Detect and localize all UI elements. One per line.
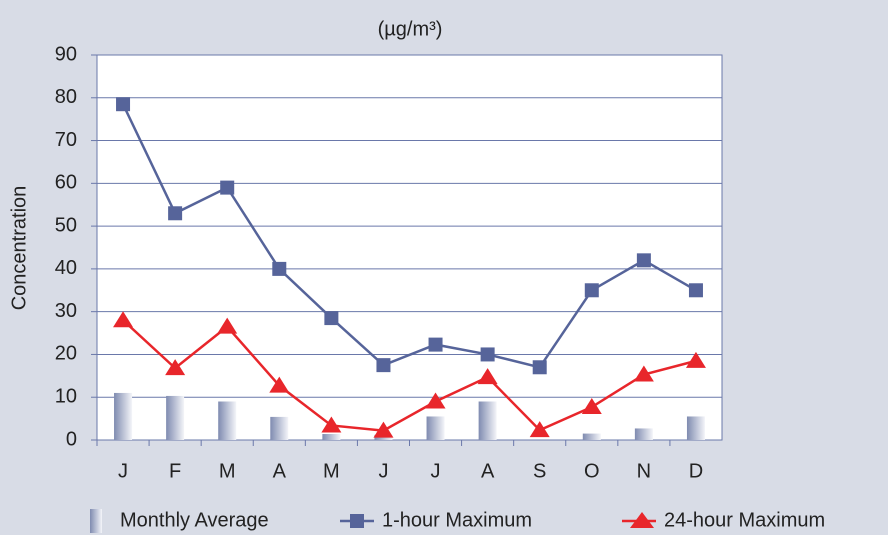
x-tick-label: F xyxy=(169,460,181,482)
chart-title: (µg/m³) xyxy=(378,18,443,40)
bar xyxy=(322,434,341,440)
y-tick-label: 60 xyxy=(55,172,77,194)
x-tick-label: A xyxy=(481,460,495,482)
x-tick-label: M xyxy=(219,460,236,482)
x-tick-label: D xyxy=(689,460,703,482)
marker xyxy=(685,351,706,368)
marker xyxy=(321,416,342,433)
bar xyxy=(426,416,445,440)
marker xyxy=(168,206,183,221)
y-tick-label: 40 xyxy=(55,257,77,279)
legend-marker xyxy=(630,512,654,528)
marker xyxy=(425,392,446,409)
y-tick-label: 80 xyxy=(55,86,77,108)
marker xyxy=(116,97,131,112)
marker xyxy=(376,358,391,373)
y-tick-label: 20 xyxy=(55,343,77,365)
marker xyxy=(529,421,550,438)
y-tick-label: 10 xyxy=(55,386,77,408)
marker xyxy=(269,376,290,393)
marker xyxy=(428,337,443,352)
marker xyxy=(633,365,654,382)
x-tick-label: M xyxy=(323,460,340,482)
marker xyxy=(480,347,495,362)
legend-label: 24-hour Maximum xyxy=(664,509,825,531)
x-tick-label: O xyxy=(584,460,600,482)
y-tick-label: 70 xyxy=(55,129,77,151)
bar xyxy=(166,395,185,440)
marker xyxy=(373,421,394,438)
x-tick-label: J xyxy=(118,460,128,482)
marker xyxy=(532,360,547,375)
bar xyxy=(270,416,289,440)
marker xyxy=(272,261,287,276)
marker xyxy=(581,398,602,415)
plot-area xyxy=(96,54,723,441)
bar xyxy=(582,433,601,440)
x-tick-label: S xyxy=(533,460,546,482)
bar xyxy=(114,392,133,440)
bar xyxy=(218,401,237,440)
x-tick-label: N xyxy=(637,460,651,482)
y-axis-label: Concentration xyxy=(8,186,30,311)
y-tick-label: 90 xyxy=(55,43,77,65)
marker xyxy=(584,283,599,298)
y-tick-label: 50 xyxy=(55,214,77,236)
legend-swatch xyxy=(90,509,102,533)
marker xyxy=(636,253,651,268)
marker xyxy=(113,311,134,328)
line xyxy=(121,103,697,369)
legend-label: 1-hour Maximum xyxy=(382,509,532,531)
marker xyxy=(477,368,498,385)
marker xyxy=(165,359,186,376)
marker xyxy=(220,180,235,195)
y-tick-label: 0 xyxy=(66,428,77,450)
legend-marker xyxy=(350,514,364,528)
x-tick-label: J xyxy=(431,460,441,482)
marker xyxy=(324,311,339,326)
legend-label: Monthly Average xyxy=(120,509,269,531)
x-tick-label: J xyxy=(378,460,388,482)
bar xyxy=(634,428,653,440)
marker xyxy=(688,283,703,298)
x-tick-label: A xyxy=(273,460,287,482)
y-tick-label: 30 xyxy=(55,300,77,322)
bar xyxy=(478,401,497,440)
bar xyxy=(686,416,705,440)
marker xyxy=(217,317,238,334)
